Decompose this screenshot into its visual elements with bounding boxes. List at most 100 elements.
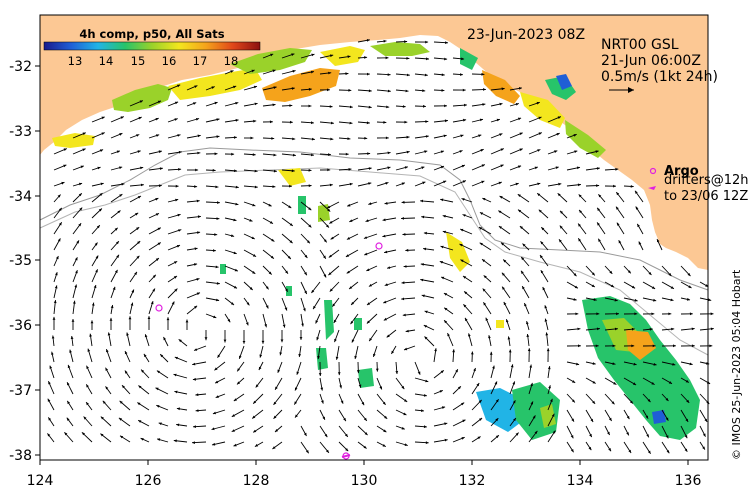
current-arrowhead [519,226,523,229]
current-arrowhead [387,166,391,170]
current-arrowhead [405,329,409,333]
current-arrowhead [551,413,555,417]
current-arrowhead [479,418,483,421]
current-arrowhead [367,72,370,76]
current-arrowhead [109,317,113,321]
current-arrowhead [444,422,448,426]
current-arrowhead [217,201,220,204]
current-arrowhead [464,103,467,107]
current-arrowhead [548,385,551,389]
current-arrowhead [273,169,277,173]
current-arrowhead [597,207,600,211]
current-arrowhead [444,119,448,123]
current-arrowhead [214,152,218,156]
current-arrowhead [480,149,484,152]
current-arrowhead [610,284,615,288]
current-arrowhead [495,399,499,403]
x-tick-label: 134 [567,473,594,489]
current-arrowhead [363,417,367,421]
current-arrowhead [403,265,407,268]
current-arrowhead [485,317,489,321]
current-arrowhead [265,286,269,290]
current-arrowhead [387,151,391,155]
current-arrowhead [273,86,277,89]
current-arrowhead [537,193,541,197]
current-arrowhead [615,167,619,171]
current-arrowhead [298,354,302,357]
current-arrowhead [665,417,669,421]
current-arrowhead [269,120,273,124]
current-arrowhead [57,238,61,242]
current-arrowhead [687,273,691,277]
current-arrowhead [124,370,128,374]
current-arrowhead [579,209,582,213]
current-arrowhead [233,398,237,401]
y-tick-label: -37 [9,383,32,399]
current-arrowhead [273,415,277,419]
current-arrowhead [704,418,708,422]
current-arrowhead [460,134,464,138]
current-arrowhead [552,430,556,434]
current-arrowhead [119,166,123,170]
current-arrowhead [495,435,499,439]
current-arrowhead [537,149,541,152]
current-arrowhead [116,241,119,245]
current-arrowhead [215,265,219,269]
current-arrowhead [402,313,406,317]
current-arrowhead [468,333,471,337]
current-arrowhead [710,327,714,331]
current-arrowhead [306,240,310,244]
current-arrowhead [255,384,259,388]
current-arrowhead [177,213,181,217]
current-arrowhead [47,398,51,402]
current-arrowhead [577,327,581,331]
current-arrowhead [382,234,386,238]
current-arrowhead [72,300,76,304]
current-arrowhead [216,118,220,121]
current-arrowhead [536,101,540,105]
current-arrowhead [178,229,182,232]
current-arrowhead [508,349,512,353]
current-arrowhead [82,148,86,152]
current-arrowhead [212,442,216,446]
current-arrowhead [494,381,498,385]
current-arrowhead [158,422,162,426]
current-arrowhead [576,166,580,170]
current-arrowhead [140,183,144,187]
current-arrowhead [645,415,649,419]
current-arrowhead [627,270,631,274]
current-arrowhead [626,432,629,436]
current-arrowhead [159,167,163,170]
current-arrowhead [670,286,674,289]
current-arrowhead [608,448,611,452]
current-arrowhead [55,256,59,260]
current-arrowhead [686,399,690,403]
current-arrowhead [570,435,574,439]
current-arrowhead [385,56,389,60]
current-arrowhead [519,132,523,136]
current-arrowhead [197,215,201,219]
current-arrowhead [368,105,372,109]
current-arrowhead [665,398,669,401]
current-arrowhead [443,134,447,138]
current-arrowhead [630,185,634,188]
current-arrowhead [395,371,399,374]
current-arrowhead [383,300,387,304]
current-arrowhead [404,120,408,124]
current-arrowhead [441,406,446,409]
current-arrowhead [308,87,312,91]
current-arrowhead [540,241,544,245]
current-arrowhead [295,387,298,391]
current-arrowhead [559,239,562,243]
current-arrowhead [275,429,279,432]
current-arrowhead [97,166,101,170]
current-arrowhead [310,70,314,74]
current-arrowhead [496,118,500,122]
current-arrowhead [272,185,276,188]
current-arrowhead [544,305,548,309]
current-arrowhead [573,298,577,301]
current-arrowhead [216,298,220,302]
current-arrowhead [277,369,281,373]
current-arrowhead [231,234,235,237]
current-arrowhead [571,418,574,422]
